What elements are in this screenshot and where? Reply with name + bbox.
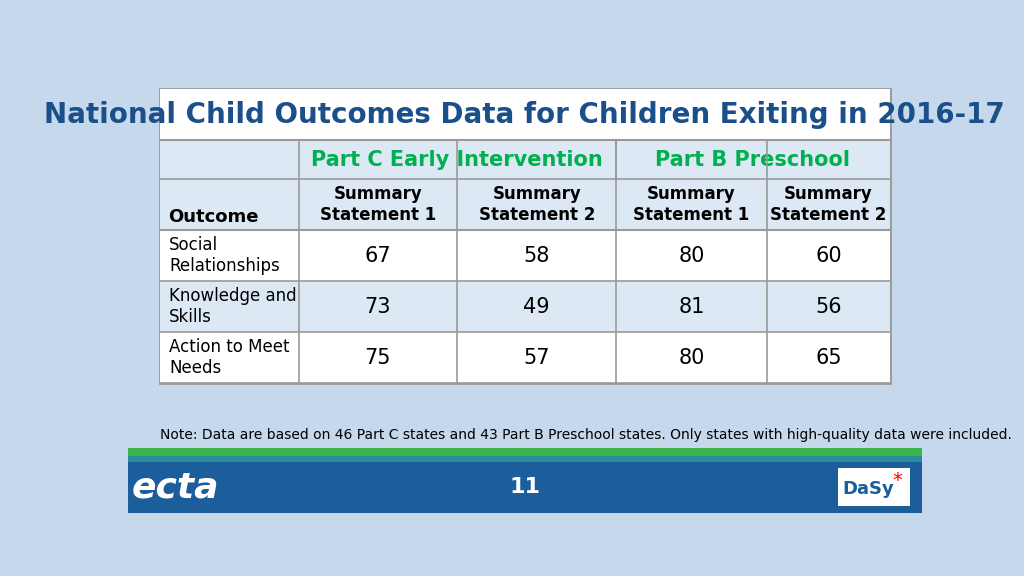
Bar bbox=[839, 468, 909, 506]
Text: 57: 57 bbox=[523, 348, 550, 367]
Bar bbox=[160, 230, 890, 281]
Bar bbox=[128, 461, 922, 513]
Text: National Child Outcomes Data for Children Exiting in 2016-17: National Child Outcomes Data for Childre… bbox=[44, 101, 1006, 128]
Text: 80: 80 bbox=[678, 245, 705, 266]
Text: Knowledge and
Skills: Knowledge and Skills bbox=[169, 287, 297, 326]
Text: Summary
Statement 2: Summary Statement 2 bbox=[478, 185, 595, 224]
Bar bbox=[160, 179, 890, 230]
Text: Summary
Statement 1: Summary Statement 1 bbox=[319, 185, 436, 224]
Text: 80: 80 bbox=[678, 348, 705, 367]
Text: Summary
Statement 1: Summary Statement 1 bbox=[633, 185, 750, 224]
Text: Outcome: Outcome bbox=[168, 208, 258, 226]
Bar bbox=[160, 140, 890, 179]
Text: DaSy: DaSy bbox=[843, 480, 894, 498]
Text: 60: 60 bbox=[815, 245, 842, 266]
Text: *: * bbox=[892, 471, 902, 490]
Text: Action to Meet
Needs: Action to Meet Needs bbox=[169, 338, 290, 377]
Bar bbox=[160, 332, 890, 383]
Text: 73: 73 bbox=[365, 297, 391, 317]
Text: 65: 65 bbox=[815, 348, 842, 367]
Text: Social
Relationships: Social Relationships bbox=[169, 236, 280, 275]
Text: Part B Preschool: Part B Preschool bbox=[655, 150, 851, 169]
Text: Summary
Statement 2: Summary Statement 2 bbox=[770, 185, 887, 224]
Text: 58: 58 bbox=[523, 245, 550, 266]
Text: 67: 67 bbox=[365, 245, 391, 266]
Text: 75: 75 bbox=[365, 348, 391, 367]
Bar bbox=[128, 448, 922, 456]
Bar bbox=[160, 89, 890, 383]
Text: ecta: ecta bbox=[132, 470, 219, 504]
Text: 49: 49 bbox=[523, 297, 550, 317]
Text: 56: 56 bbox=[815, 297, 842, 317]
Text: Part C Early Intervention: Part C Early Intervention bbox=[311, 150, 603, 169]
Text: 81: 81 bbox=[678, 297, 705, 317]
Bar bbox=[128, 456, 922, 461]
Bar bbox=[160, 89, 890, 140]
Bar bbox=[160, 281, 890, 332]
Text: 11: 11 bbox=[509, 477, 541, 497]
Text: Note: Data are based on 46 Part C states and 43 Part B Preschool states. Only st: Note: Data are based on 46 Part C states… bbox=[160, 427, 1012, 442]
